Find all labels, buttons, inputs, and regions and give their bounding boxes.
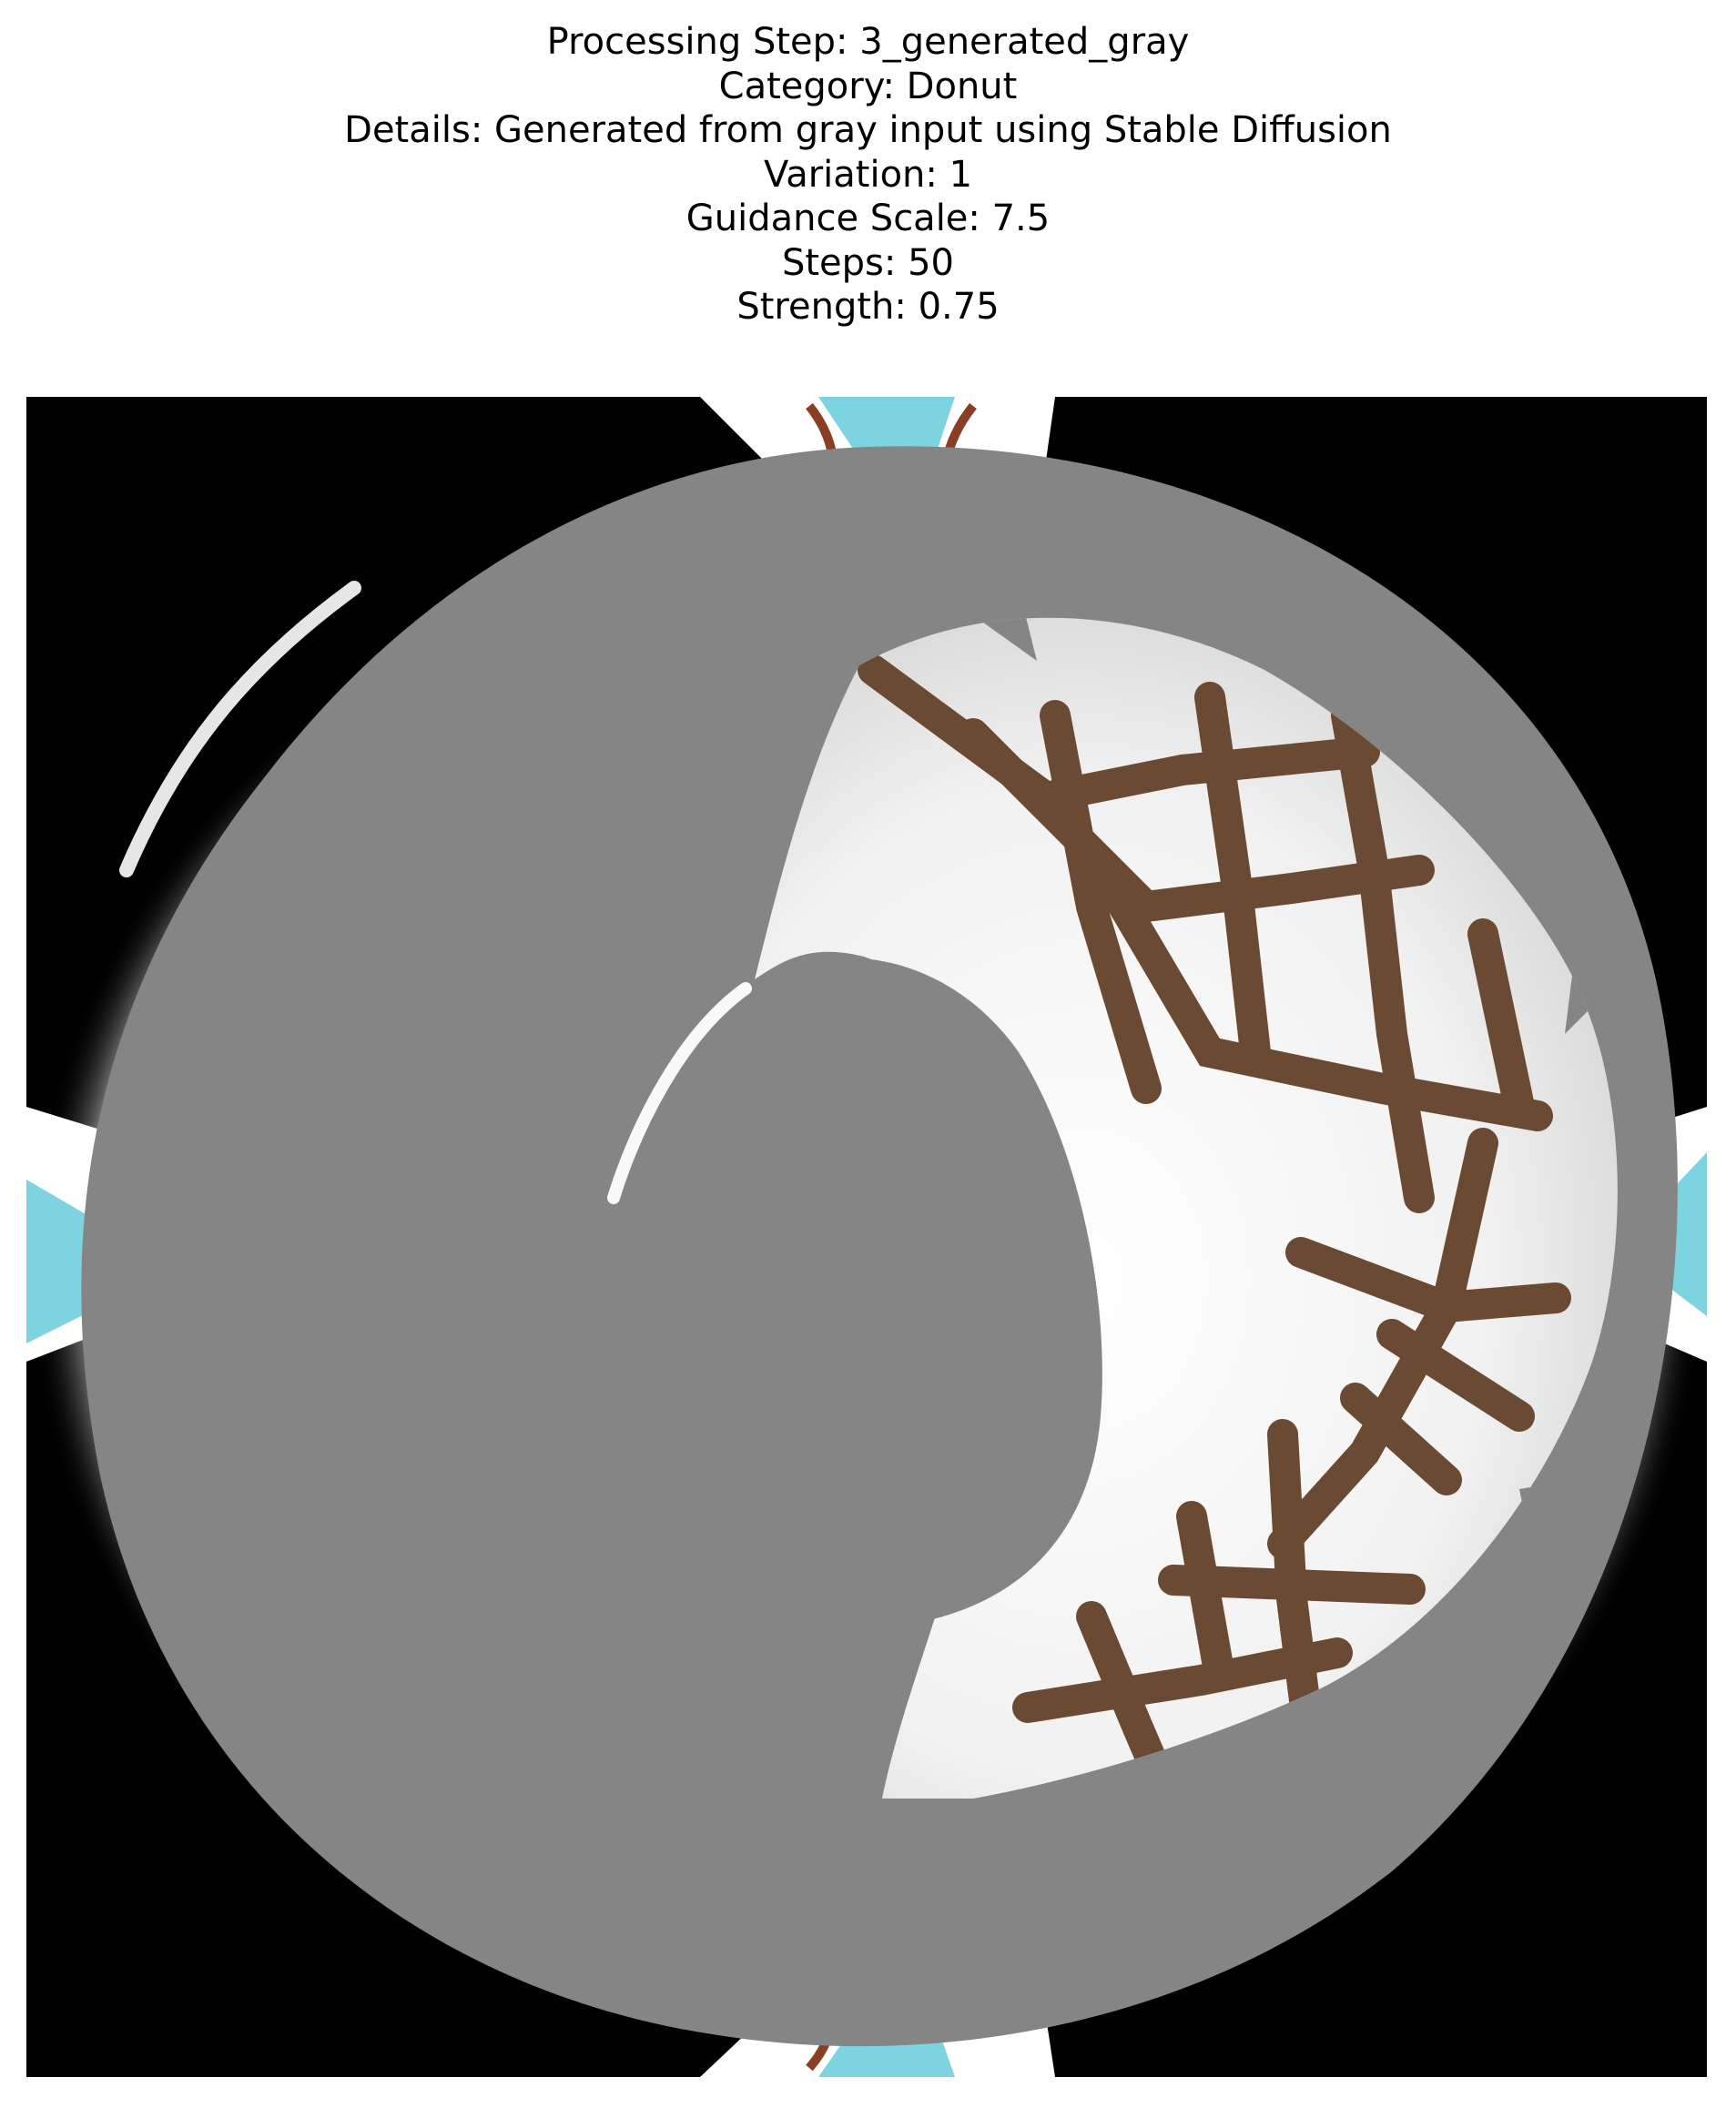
title-line-details: Details: Generated from gray input using… [344, 109, 1392, 151]
title-line-category: Category: Donut [718, 65, 1018, 107]
title-line-steps: Steps: 50 [781, 241, 954, 284]
generated-image [26, 397, 1707, 2077]
donut-hole [585, 958, 1102, 1629]
donut-image-svg [26, 397, 1707, 2077]
title-line-guidance-scale: Guidance Scale: 7.5 [685, 198, 1051, 239]
inner-highlight-arc [607, 982, 752, 1204]
title-line-strength: Strength: 0.75 [736, 286, 1000, 328]
chocolate-drizzle [858, 654, 1571, 1799]
highlight-arc [119, 581, 361, 877]
title-line-processing-step: Processing Step: 3_generated_gray [546, 21, 1190, 63]
figure-title: Processing Step: 3_generated_gray Catego… [0, 20, 1736, 329]
title-line-variation: Variation: 1 [763, 153, 973, 196]
